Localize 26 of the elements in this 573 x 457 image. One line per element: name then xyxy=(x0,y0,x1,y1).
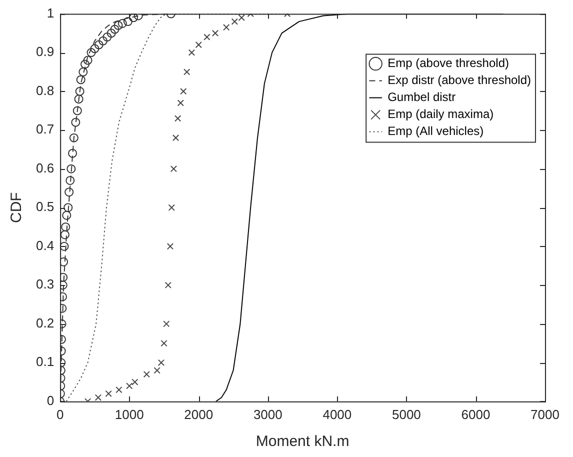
y-tick-label: 0.4 xyxy=(36,238,54,253)
legend-label: Exp distr (above threshold) xyxy=(388,73,532,88)
y-tick-label: 0.8 xyxy=(36,82,54,98)
legend-label: Emp (daily maxima) xyxy=(388,107,494,122)
y-tick-label: 0 xyxy=(46,392,54,408)
x-axis-title: Moment kN.m xyxy=(256,433,350,450)
x-tick-label: 7000 xyxy=(530,406,560,422)
y-tick-label: 0.5 xyxy=(36,199,54,214)
x-tick-label: 4000 xyxy=(322,406,352,422)
y-tick-label: 1 xyxy=(46,5,54,20)
x-tick-label: 0 xyxy=(56,406,64,422)
y-tick-label: 0.2 xyxy=(36,315,54,330)
y-tick-label: 0.6 xyxy=(36,160,54,176)
legend-label: Emp (All vehicles) xyxy=(388,124,484,138)
y-tick-label: 0.1 xyxy=(36,354,54,370)
x-tick-label: 3000 xyxy=(253,406,282,422)
legend-label: Gumbel distr xyxy=(388,90,456,104)
x-tick-label: 2000 xyxy=(184,406,214,422)
y-tick-label: 0.3 xyxy=(36,276,54,292)
y-tick-label: 0.9 xyxy=(36,44,54,60)
legend-label: Emp (above threshold) xyxy=(388,56,510,70)
x-tick-label: 6000 xyxy=(461,406,490,422)
y-axis-title: CDF xyxy=(8,192,26,224)
y-tick-label: 0.7 xyxy=(36,122,54,137)
x-tick-label: 1000 xyxy=(114,406,144,422)
x-tick-label: 5000 xyxy=(392,406,421,422)
